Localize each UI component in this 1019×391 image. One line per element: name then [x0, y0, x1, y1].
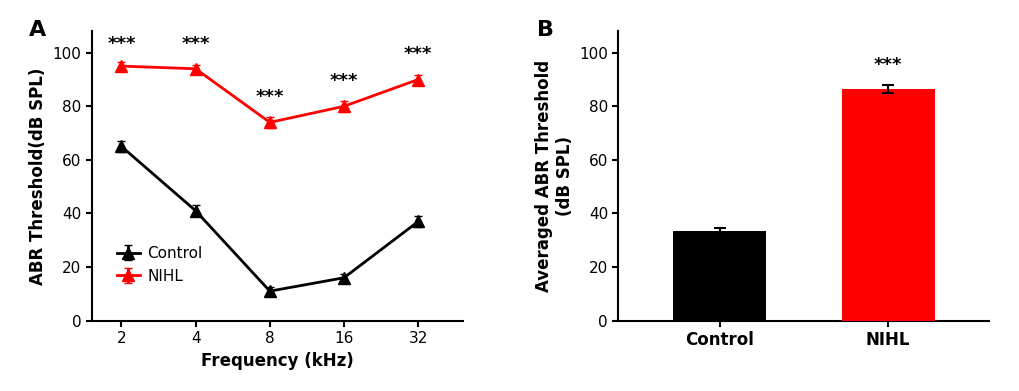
Text: ***: ***	[256, 88, 284, 106]
Text: A: A	[29, 20, 46, 40]
Text: ***: ***	[404, 45, 432, 63]
Legend: Control, NIHL: Control, NIHL	[110, 240, 209, 290]
X-axis label: Frequency (kHz): Frequency (kHz)	[201, 352, 354, 369]
Text: ***: ***	[181, 35, 210, 53]
Text: B: B	[536, 20, 553, 40]
Y-axis label: ABR Threshold(dB SPL): ABR Threshold(dB SPL)	[29, 67, 47, 285]
Text: ***: ***	[873, 56, 902, 74]
Bar	[673, 231, 765, 321]
Y-axis label: Averaged ABR Threshold
(dB SPL): Averaged ABR Threshold (dB SPL)	[534, 60, 573, 292]
Bar	[841, 89, 933, 321]
Text: ***: ***	[329, 72, 358, 90]
Text: ***: ***	[107, 35, 136, 53]
